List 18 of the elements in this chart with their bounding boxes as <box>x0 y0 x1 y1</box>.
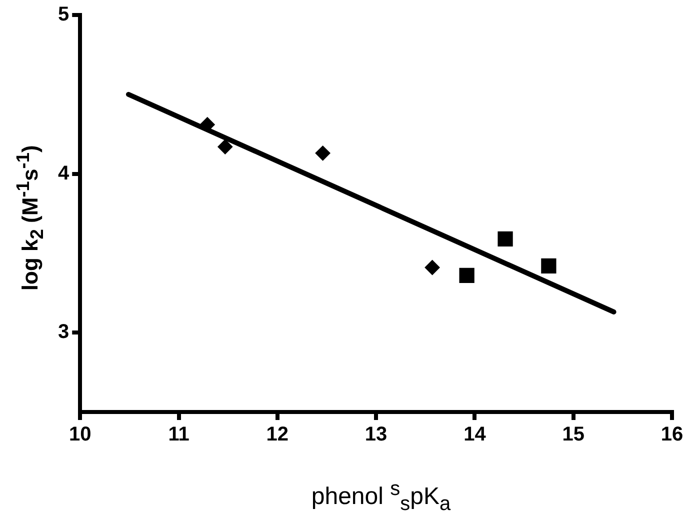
point <box>498 231 513 246</box>
point <box>218 139 233 154</box>
point <box>424 260 440 275</box>
point <box>200 117 215 132</box>
point <box>459 268 474 284</box>
x-tick-label: 12 <box>266 424 289 446</box>
point <box>541 258 556 274</box>
x-tick-label: 11 <box>168 424 190 446</box>
x-tick-label: 16 <box>660 424 684 446</box>
x-tick-label: 14 <box>464 424 487 446</box>
x-axis-title: phenol $^{s}$$_{s}$pK$_{a}$ <box>310 478 452 516</box>
x-tick-label: 15 <box>562 424 584 446</box>
y-tick-label: 3 <box>58 321 70 344</box>
point <box>315 146 330 161</box>
x-tick-label: 13 <box>364 424 388 446</box>
y-tick-label: 4 <box>58 162 70 184</box>
x-tick-label: 10 <box>69 424 92 446</box>
y-tick-label: 5 <box>58 4 70 26</box>
